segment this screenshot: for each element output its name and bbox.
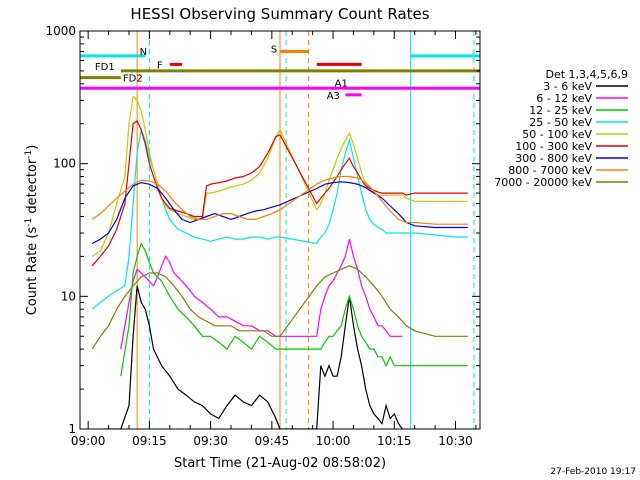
legend-label-1: 6 - 12 keV: [536, 92, 592, 105]
legend-label-5: 100 - 300 keV: [515, 140, 592, 153]
plot-frame: [79, 30, 481, 430]
y-axis-label: Count Rate (s-1 detector-1): [24, 145, 40, 316]
x-tick-label-3: 09:45: [255, 434, 290, 448]
series-line-2: [120, 241, 468, 377]
x-tick-label-6: 10:30: [438, 434, 473, 448]
annotation-label-f: F: [157, 60, 163, 71]
annotation-label-fd2: FD2: [123, 74, 143, 85]
y-tick-label-2: 100: [53, 157, 76, 171]
annotation-label-fd1: FD1: [95, 62, 115, 73]
x-tick-label-1: 09:15: [132, 434, 167, 448]
legend-label-8: 7000 - 20000 keV: [494, 176, 592, 189]
legend-label-0: 3 - 6 keV: [543, 80, 592, 93]
chart-title: HESSI Observing Summary Count Rates: [130, 5, 429, 23]
x-axis-label: Start Time (21-Aug-02 08:58:02): [174, 456, 386, 471]
legend-title: Det 1,3,4,5,6,9: [545, 68, 628, 81]
legend-label-3: 25 - 50 keV: [529, 116, 592, 129]
annotation-label-n: N: [140, 47, 147, 58]
legend-label-6: 300 - 800 keV: [515, 152, 592, 165]
legend-label-2: 12 - 25 keV: [529, 104, 592, 117]
annotation-label-a3: A3: [327, 91, 340, 102]
legend-label-4: 50 - 100 keV: [522, 128, 592, 141]
series-line-8: [91, 265, 468, 350]
axis-ticks: 09:00 09:15 09:30 09:45 10:00 10:15 10:30 1 10 10…: [45, 24, 480, 448]
x-tick-label-2: 09:30: [193, 434, 228, 448]
series-line-0: [104, 285, 403, 429]
series-line-3: [91, 127, 468, 310]
series-line-4: [91, 95, 468, 257]
annotation-label-s: S: [271, 45, 277, 56]
x-tick-label-4: 10:00: [316, 434, 351, 448]
annotation-label-a1: A1: [335, 78, 348, 89]
x-tick-label-5: 10:15: [377, 434, 412, 448]
y-tick-label-3: 1000: [45, 24, 76, 38]
series-line-5: [91, 119, 468, 267]
series-line-7: [91, 175, 468, 225]
x-tick-label-0: 09:00: [71, 434, 106, 448]
series-line-6: [91, 181, 468, 245]
plot-area: S NF FD1 FD2 A1 A3: [80, 31, 480, 429]
legend-label-7: 800 - 7000 keV: [508, 164, 592, 177]
y-tick-label-0: 1: [68, 422, 76, 436]
y-tick-label-1: 10: [61, 289, 76, 303]
footer-timestamp: 27-Feb-2010 19:17: [550, 467, 636, 477]
